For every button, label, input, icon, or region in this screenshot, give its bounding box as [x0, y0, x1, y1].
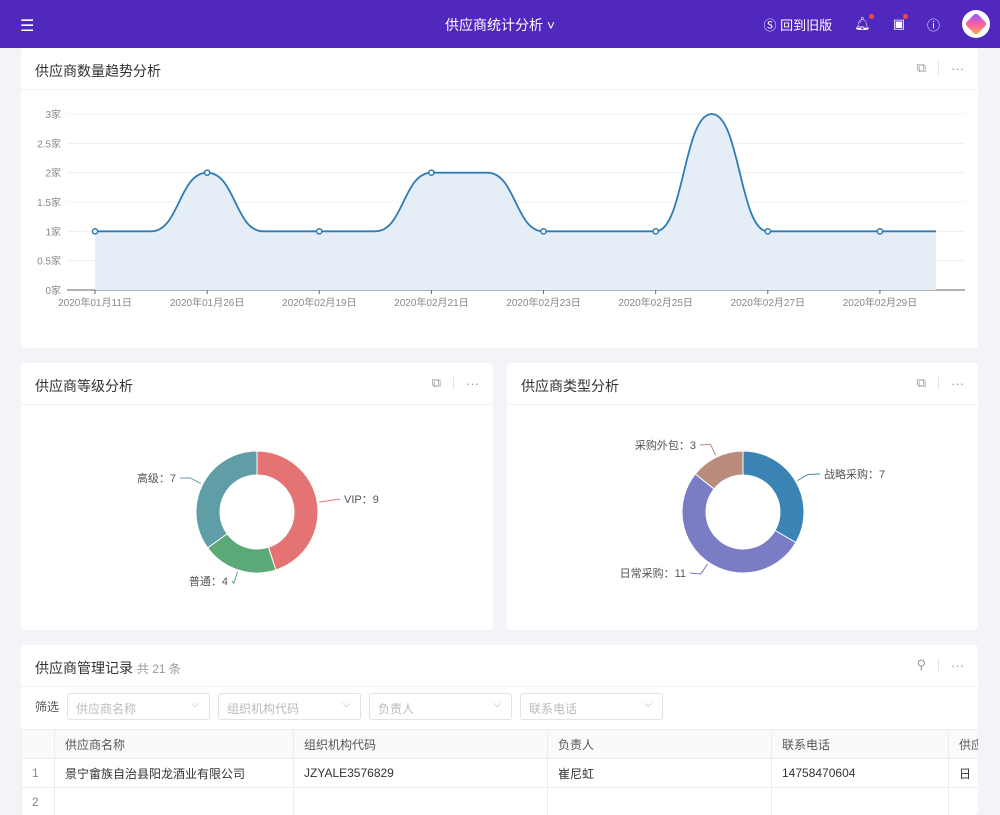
x-tick-label: 2020年02月27日 — [731, 296, 806, 309]
column-header-index — [22, 730, 55, 759]
table-cell: 1 — [22, 759, 55, 788]
table-cell — [949, 788, 979, 815]
y-tick-label: 2.5家 — [37, 137, 61, 150]
data-point — [653, 229, 658, 234]
record-count: 共 21 条 — [137, 662, 181, 676]
card-title: 供应商管理记录 — [35, 660, 133, 676]
column-header-name[interactable]: 供应商名称 — [55, 730, 294, 759]
data-point — [92, 229, 97, 234]
table-cell — [55, 788, 294, 815]
column-header-owner[interactable]: 负责人 — [548, 730, 772, 759]
y-tick-label: 1.5家 — [37, 196, 61, 209]
table-cell: 2 — [22, 788, 55, 815]
search-icon[interactable]: ⚲ — [916, 657, 926, 673]
table-cell — [772, 788, 949, 815]
filter-label: 筛选 — [35, 698, 59, 715]
y-tick-label: 3家 — [45, 108, 61, 121]
grade-card: 供应商等级分析 ⧉ ··· — [21, 363, 493, 630]
data-point — [205, 170, 210, 175]
table-cell: 崔尼虹 — [548, 759, 772, 788]
x-tick-label: 2020年01月11日 — [58, 296, 132, 309]
table-cell: JZYALE3576829 — [294, 759, 548, 788]
table-cell: 14758470604 — [772, 759, 949, 788]
column-header-phone[interactable]: 联系电话 — [772, 730, 949, 759]
data-point — [541, 229, 546, 234]
y-tick-label: 0.5家 — [37, 255, 61, 268]
x-tick-label: 2020年02月21日 — [394, 296, 469, 309]
table-cell — [294, 788, 548, 815]
filter-supplier-name[interactable]: 供应商名称⌵ — [67, 693, 210, 720]
data-point — [317, 229, 322, 234]
column-header-type[interactable]: 供应 — [949, 730, 979, 759]
table-cell — [548, 788, 772, 815]
card-title: 供应商等级分析 — [35, 376, 133, 396]
y-tick-label: 1家 — [45, 225, 61, 238]
more-icon[interactable]: ··· — [951, 376, 964, 391]
x-tick-label: 2020年01月26日 — [170, 296, 245, 309]
more-icon[interactable]: ··· — [951, 658, 964, 673]
table-cell: 日 — [949, 759, 979, 788]
x-tick-label: 2020年02月23日 — [506, 296, 581, 309]
x-tick-label: 2020年02月19日 — [282, 296, 357, 309]
expand-icon[interactable]: ⧉ — [432, 375, 441, 391]
y-tick-label: 0家 — [45, 284, 61, 297]
y-tick-label: 2家 — [45, 167, 61, 180]
x-tick-label: 2020年02月29日 — [843, 296, 918, 309]
data-point — [765, 229, 770, 234]
expand-icon[interactable]: ⧉ — [917, 375, 926, 391]
data-point — [429, 170, 434, 175]
data-point — [877, 229, 882, 234]
filter-owner[interactable]: 负责人⌵ — [369, 693, 512, 720]
filter-phone[interactable]: 联系电话⌵ — [520, 693, 663, 720]
type-card: 供应商类型分析 ⧉ ··· — [507, 363, 978, 630]
table-row[interactable]: 2 — [22, 788, 979, 815]
table-cell: 景宁畲族自治县阳龙酒业有限公司 — [55, 759, 294, 788]
filter-org-code[interactable]: 组织机构代码⌵ — [218, 693, 361, 720]
card-title: 供应商类型分析 — [521, 376, 619, 396]
column-header-code[interactable]: 组织机构代码 — [294, 730, 548, 759]
x-tick-label: 2020年02月25日 — [618, 296, 693, 309]
more-icon[interactable]: ··· — [466, 376, 479, 391]
records-card: 供应商管理记录 共 21 条 ⚲ ··· 筛选 供应商名称⌵ 组织机构代码⌵ 负责… — [21, 645, 978, 815]
